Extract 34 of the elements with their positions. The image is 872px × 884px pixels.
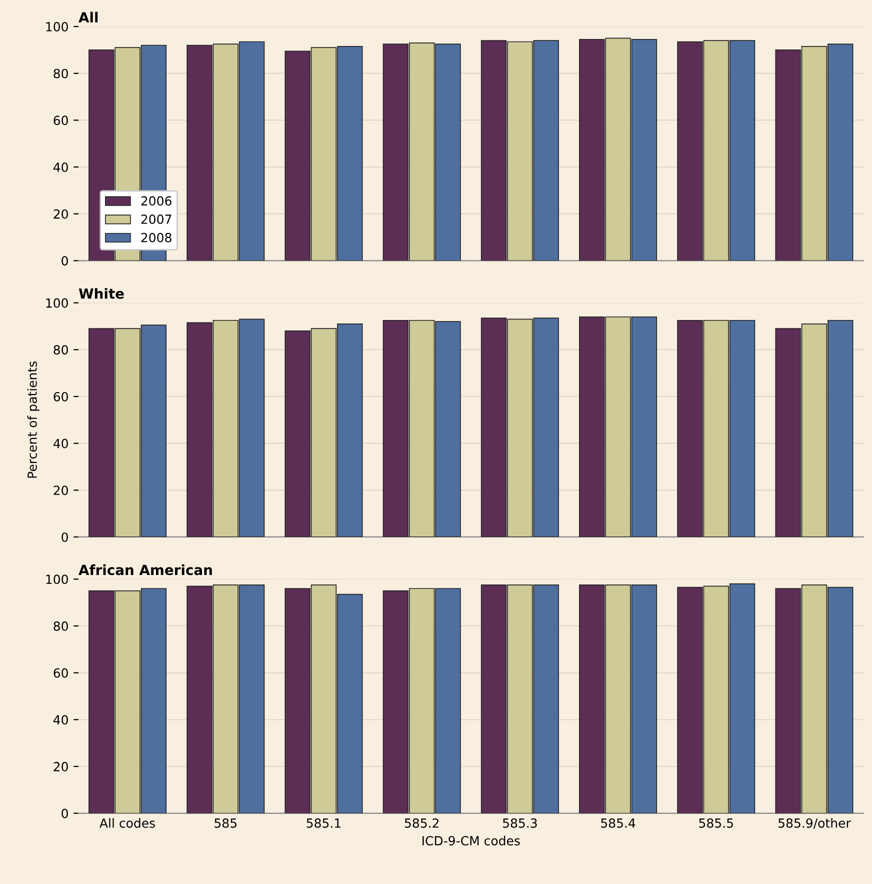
y-tick-label: 40 [53,715,68,725]
legend-label: 2008 [141,232,172,242]
y-tick-label: 80 [54,68,68,78]
y-tick-label: 80 [54,621,68,631]
chart-title: White [78,288,124,299]
y-axis-title: Percent of patients [27,362,40,478]
y-tick-label: 100 [46,22,68,32]
x-tick-label: 585.1 [306,818,340,828]
legend-label: 2007 [141,214,172,224]
x-tick-label: 585.5 [699,818,733,828]
x-tick-label: 585.3 [503,818,537,828]
x-axis-title: ICD-9-CM codes [422,836,520,846]
y-tick-label: 100 [46,574,68,584]
x-tick-label: 585.2 [404,818,438,828]
y-tick-label: 20 [54,486,68,496]
y-tick-label: 60 [54,116,68,126]
x-tick-label: All codes [100,818,155,828]
y-tick-label: 0 [62,808,68,818]
y-tick-label: 100 [46,298,68,308]
y-tick-label: 60 [54,668,68,678]
chart-title: African American [78,564,212,576]
y-tick-label: 0 [62,532,68,542]
y-tick-label: 0 [62,256,68,266]
y-tick-label: 80 [54,345,68,355]
x-tick-label: 585.4 [601,818,636,828]
y-tick-label: 20 [54,762,68,772]
y-tick-label: 40 [53,162,68,172]
x-tick-label: 585 [214,818,236,828]
chart-title: All [78,12,98,22]
y-tick-label: 20 [54,209,68,219]
y-tick-label: 60 [54,392,68,402]
x-tick-label: 585.9/other [778,818,851,829]
y-tick-label: 40 [53,438,68,448]
legend-label: 2006 [141,196,172,206]
